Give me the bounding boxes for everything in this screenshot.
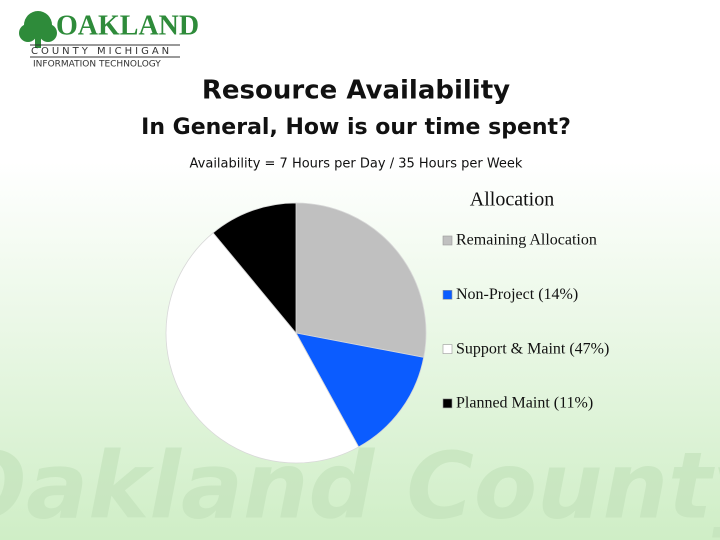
legend-swatch (442, 398, 453, 409)
pie-slice (212, 202, 297, 335)
legend-title: Allocation (470, 189, 554, 211)
legend-swatch (442, 235, 453, 246)
pie (165, 202, 427, 464)
note: Availability = 7 Hours per Day / 35 Hour… (190, 157, 523, 172)
legend: Remaining Allocation Non-Project (14%) Sup… (442, 232, 609, 412)
legend-label: Remaining Allocation (456, 232, 597, 249)
logo-tree (19, 24, 37, 42)
logo: OAKLAND COUNTY MICHIGAN INFORMATION TECH… (19, 10, 199, 70)
pie-slice (165, 232, 360, 464)
pie-slice (295, 332, 425, 448)
watermark: Oakland County (0, 432, 720, 539)
subtitle: In General, How is our time spent? (141, 115, 571, 140)
logo-trunk (35, 36, 41, 48)
title: Resource Availability (202, 76, 510, 106)
logo-dept: INFORMATION TECHNOLOGY (33, 60, 161, 70)
logo-name: OAKLAND (56, 10, 199, 41)
legend-label: Non-Project (14%) (456, 286, 578, 303)
legend-label: Planned Maint (11%) (456, 395, 593, 412)
logo-county: COUNTY MICHIGAN (31, 46, 172, 57)
legend-swatch (442, 344, 453, 354)
pie-slice (295, 202, 427, 358)
legend-label: Support & Maint (47%) (456, 340, 609, 357)
logo-tree (39, 24, 57, 42)
legend-swatch (442, 289, 453, 300)
